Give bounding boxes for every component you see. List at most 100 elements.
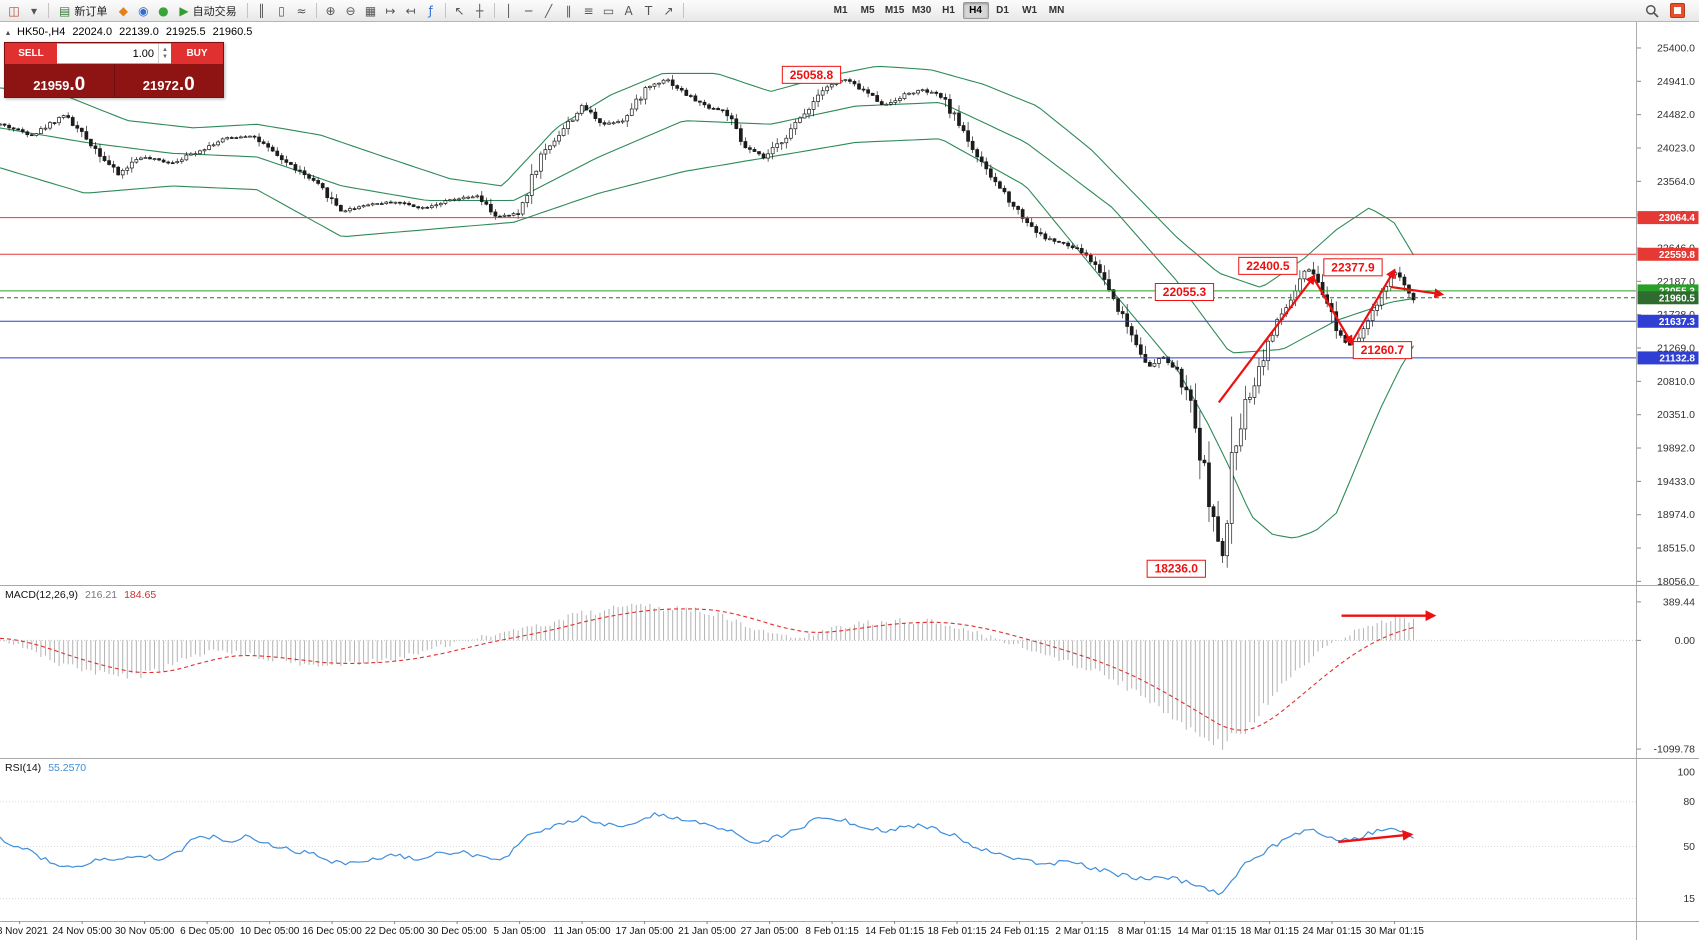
- svg-text:25058.8: 25058.8: [790, 68, 834, 82]
- macd-tick-label: 389.44: [1663, 596, 1695, 608]
- timeframe-h4-button[interactable]: H4: [962, 2, 989, 19]
- svg-text:22559.8: 22559.8: [1659, 250, 1696, 261]
- crosshair-icon: ┼: [475, 3, 484, 18]
- macd-signal-line: [0, 608, 1414, 731]
- arrow-tools-button[interactable]: ↗: [659, 2, 679, 20]
- vertical-line-button[interactable]: │: [499, 2, 519, 20]
- spinner-down-icon[interactable]: ▼: [162, 53, 168, 60]
- toolbar-separator: [48, 3, 49, 18]
- price-tick-label: 25400.0: [1657, 42, 1695, 54]
- buy-button[interactable]: BUY: [171, 43, 223, 64]
- price-annotations: 25058.8 22400.5 22377.9 22055.3 21260.7 18236…: [781, 65, 1413, 578]
- line-chart-type-button[interactable]: ≈: [292, 2, 312, 20]
- timeframe-mn-button[interactable]: MN: [1048, 5, 1065, 16]
- high-value: 22139.0: [119, 26, 159, 38]
- crosshair-button[interactable]: ┼: [470, 2, 490, 20]
- rsi-tick-label: 50: [1683, 841, 1695, 853]
- time-tick-label: 30 Nov 05:00: [115, 926, 175, 937]
- trade-panel-toggle[interactable]: ▴: [6, 27, 11, 37]
- time-tick-label: 11 Jan 05:00: [554, 926, 612, 937]
- timeframe-m15-button[interactable]: M15: [884, 5, 905, 16]
- toolbar-right-group: [1642, 2, 1695, 20]
- rectangle-button[interactable]: ▭: [599, 2, 619, 20]
- new-order-button[interactable]: ▤ 新订单: [53, 2, 113, 20]
- volume-field[interactable]: 1.00 ▲ ▼: [57, 43, 171, 64]
- candlestick-chart-type-button[interactable]: ▯: [272, 2, 292, 20]
- price-tick-label: 24941.0: [1657, 76, 1695, 88]
- price-scale[interactable]: 25400.024941.024482.024023.023564.023105…: [1637, 42, 1699, 588]
- time-tick-label: 24 Nov 05:00: [52, 926, 112, 937]
- timeframe-m30-button[interactable]: M30: [911, 5, 932, 16]
- search-button[interactable]: [1642, 2, 1662, 20]
- toolbar-separator: [493, 3, 495, 18]
- timeframe-w1-button[interactable]: W1: [1022, 5, 1038, 16]
- chart-canvas[interactable]: 25400.024941.024482.024023.023564.023105…: [0, 22, 1699, 940]
- trendline-button[interactable]: ╱: [539, 2, 559, 20]
- bar-chart-type-button[interactable]: ║: [252, 2, 272, 20]
- bollinger-upper-line: [0, 65, 1414, 288]
- fibonacci-button[interactable]: ≡: [579, 2, 599, 20]
- sell-price-main: 21959: [33, 78, 70, 93]
- svg-text:21260.7: 21260.7: [1361, 343, 1405, 357]
- auto-scroll-icon: ↦: [385, 3, 396, 18]
- channel-icon: ∥: [565, 3, 572, 18]
- community-button[interactable]: ◉: [133, 2, 153, 20]
- auto-scroll-button[interactable]: ↦: [381, 2, 401, 20]
- rsi-title: RSI(14): [5, 762, 42, 774]
- time-tick-label: 5 Jan 05:00: [493, 926, 546, 937]
- time-tick-label: 22 Dec 05:00: [365, 926, 425, 937]
- autotrade-button-label: 自动交易: [192, 5, 237, 18]
- time-tick-label: 10 Dec 05:00: [240, 926, 300, 937]
- chat-button[interactable]: ●: [153, 2, 173, 20]
- time-tick-label: 18 Mar 01:15: [1240, 926, 1299, 937]
- rsi-indicator-label: RSI(14) 55.2570: [5, 762, 86, 774]
- chat-icon: ●: [158, 3, 169, 18]
- price-annotation: 18236.0: [1146, 559, 1206, 578]
- text-button[interactable]: A: [619, 2, 639, 20]
- mql5-market-button[interactable]: ◆: [113, 2, 133, 20]
- indicators-button[interactable]: ƒ: [421, 2, 441, 20]
- timeframe-m1-button[interactable]: M1: [833, 5, 848, 16]
- one-click-trading-panel: SELL 1.00 ▲ ▼ BUY 21959.0 21972.0: [4, 42, 224, 98]
- candlestick-series: [0, 75, 1416, 568]
- sell-price[interactable]: 21959.0: [5, 64, 115, 97]
- notifications-icon[interactable]: [1670, 3, 1685, 18]
- horizontal-line-button[interactable]: ─: [519, 2, 539, 20]
- cursor-button[interactable]: ↖: [450, 2, 470, 20]
- autotrade-icon: ▶: [179, 3, 189, 18]
- spinner-up-icon[interactable]: ▲: [162, 46, 168, 53]
- zoom-in-button[interactable]: ⊕: [321, 2, 341, 20]
- price-tick-label: 18056.0: [1657, 576, 1695, 588]
- symbol-period: HK50-,H4: [17, 26, 66, 38]
- chart-list-icon: ▾: [30, 3, 38, 18]
- toolbar-separator: [682, 3, 684, 18]
- time-tick-label: 18 Nov 2021: [0, 926, 48, 937]
- price-tick-label: 18974.0: [1657, 509, 1695, 521]
- time-tick-label: 24 Mar 01:15: [1303, 926, 1362, 937]
- price-tick-label: 19892.0: [1657, 443, 1695, 455]
- new-chart-button[interactable]: ◫: [4, 2, 24, 20]
- rsi-value: 55.2570: [48, 762, 87, 774]
- timeframe-m5-button[interactable]: M5: [860, 5, 875, 16]
- notifications-dot: [1674, 7, 1681, 14]
- zoom-out-icon: ⊖: [345, 3, 356, 18]
- timeframe-d1-button[interactable]: D1: [996, 5, 1009, 16]
- channel-button[interactable]: ∥: [559, 2, 579, 20]
- autotrade-button[interactable]: ▶ 自动交易: [173, 2, 242, 20]
- chart-shift-button[interactable]: ↤: [401, 2, 421, 20]
- chart-list-dropdown[interactable]: ▾: [24, 2, 44, 20]
- community-icon: ◉: [138, 3, 149, 18]
- tile-windows-button[interactable]: ▦: [361, 2, 381, 20]
- label-button[interactable]: T: [639, 2, 659, 20]
- zoom-out-button[interactable]: ⊖: [341, 2, 361, 20]
- price-annotation: 25058.8: [781, 65, 842, 84]
- svg-text:22055.3: 22055.3: [1163, 285, 1207, 299]
- svg-text:21132.8: 21132.8: [1659, 353, 1695, 364]
- volume-spinner[interactable]: ▲ ▼: [158, 44, 171, 63]
- timeframe-h1-button[interactable]: H1: [942, 5, 955, 16]
- time-tick-label: 27 Jan 05:00: [741, 926, 799, 937]
- sell-button[interactable]: SELL: [5, 43, 57, 64]
- buy-price[interactable]: 21972.0: [115, 64, 224, 97]
